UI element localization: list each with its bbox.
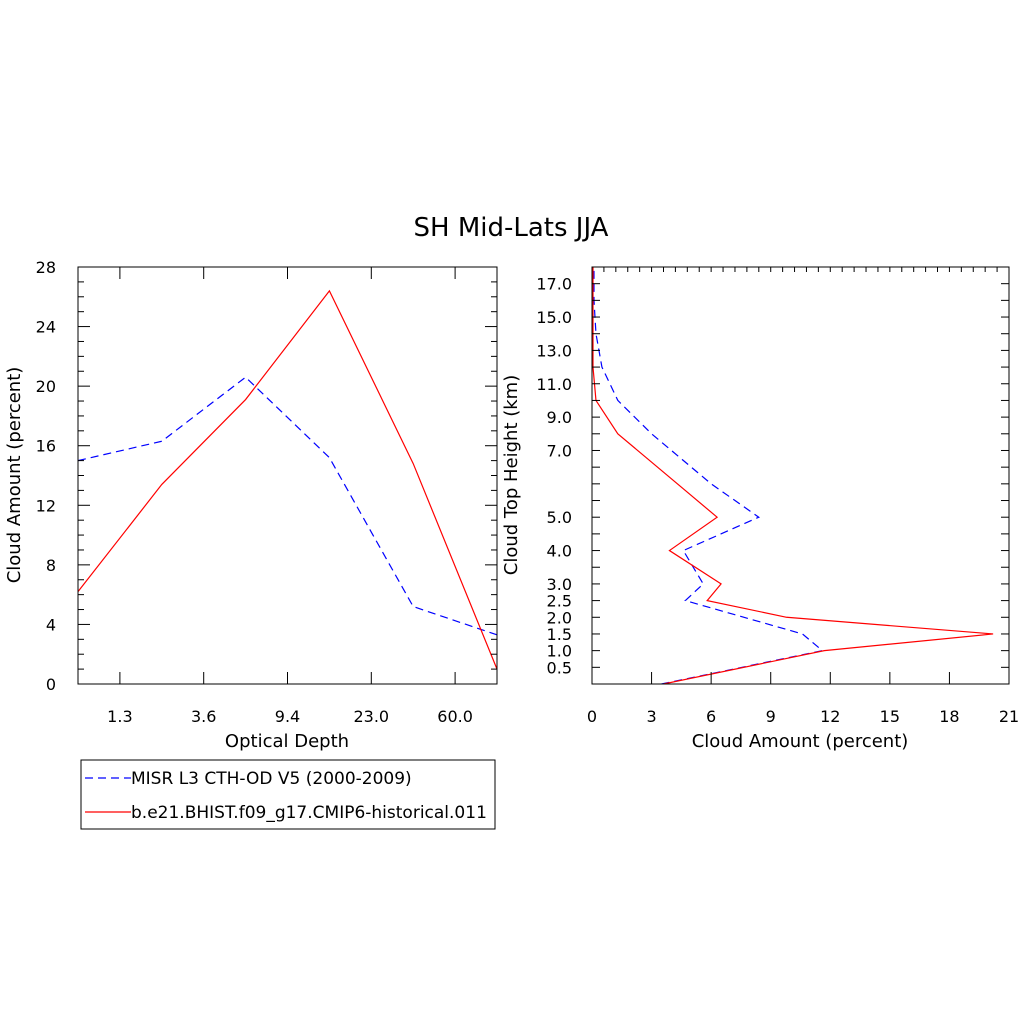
right-x-tick-label: 18	[939, 707, 959, 726]
legend-label-obs: MISR L3 CTH-OD V5 (2000-2009)	[131, 769, 412, 789]
left-y-tick-label: 16	[36, 437, 56, 456]
right-y-tick-label: 13.0	[536, 341, 572, 360]
right-y-tick-label: 1.5	[547, 625, 572, 644]
left-series-obs-line	[77, 376, 498, 636]
left-y-tick-label: 20	[36, 377, 56, 396]
right-y-tick-label: 17.0	[536, 275, 572, 294]
right-series-obs-line	[593, 267, 824, 684]
right-y-tick-label: 15.0	[536, 308, 572, 327]
left-plot-frame	[77, 266, 498, 685]
left-x-tick-label: 9.4	[275, 707, 300, 726]
right-x-axis-label: Cloud Amount (percent)	[692, 731, 909, 752]
right-y-tick-label: 11.0	[536, 375, 572, 394]
left-series-model-line	[77, 289, 498, 670]
left-panel: 1.3 3.6 9.4 23.0 60.0 0 4 8 12 16 20 24 28 Optical D…	[4, 258, 498, 752]
right-y-tick-label: 9.0	[547, 408, 572, 427]
legend-box	[80, 759, 496, 830]
right-panel: 0 3 6 9 12 15 18 21 0.51.01.52.02.53.0 4.0 5.0 7.0 9…	[501, 266, 1019, 752]
left-y-tick-label: 4	[46, 615, 56, 634]
right-y-tick-label: 7.0	[547, 441, 572, 460]
left-y-axis-label: Cloud Amount (percent)	[4, 367, 25, 584]
right-x-tick-label: 15	[880, 707, 900, 726]
left-x-axis-label: Optical Depth	[225, 731, 349, 752]
left-y-tick-label: 12	[36, 496, 56, 515]
left-x-tick-label: 23.0	[353, 707, 389, 726]
left-y-tick-label: 28	[36, 258, 56, 277]
right-x-tick-label: 0	[587, 707, 597, 726]
right-y-tick-label: 0.5	[547, 658, 572, 677]
right-x-tick-label: 6	[706, 707, 716, 726]
legend: MISR L3 CTH-OD V5 (2000-2009) b.e21.BHIS…	[80, 759, 496, 830]
right-y-tick-label: 2.0	[547, 608, 572, 627]
right-y-tick-label: 3.0	[547, 575, 572, 594]
legend-label-model: b.e21.BHIST.f09_g17.CMIP6-historical.011	[131, 803, 487, 823]
chart-title: SH Mid-Lats JJA	[414, 213, 609, 243]
left-x-tick-label: 1.3	[107, 707, 132, 726]
left-x-tick-label: 3.6	[191, 707, 216, 726]
right-x-tick-label: 9	[766, 707, 776, 726]
right-x-tick-label: 12	[820, 707, 840, 726]
right-y-tick-label: 5.0	[547, 508, 572, 527]
right-y-tick-label: 2.5	[547, 592, 572, 611]
right-y-tick-label: 4.0	[547, 542, 572, 561]
right-plot-frame	[591, 266, 1010, 685]
left-y-tick-label: 8	[46, 556, 56, 575]
left-x-tick-label: 60.0	[437, 707, 473, 726]
right-y-axis-label: Cloud Top Height (km)	[501, 375, 522, 575]
right-series-model-line	[592, 267, 994, 684]
right-x-tick-label: 3	[646, 707, 656, 726]
left-y-tick-label: 24	[36, 318, 56, 337]
right-y-tick-label: 1.0	[547, 642, 572, 661]
left-y-tick-label: 0	[46, 675, 56, 694]
right-x-tick-label: 21	[999, 707, 1019, 726]
